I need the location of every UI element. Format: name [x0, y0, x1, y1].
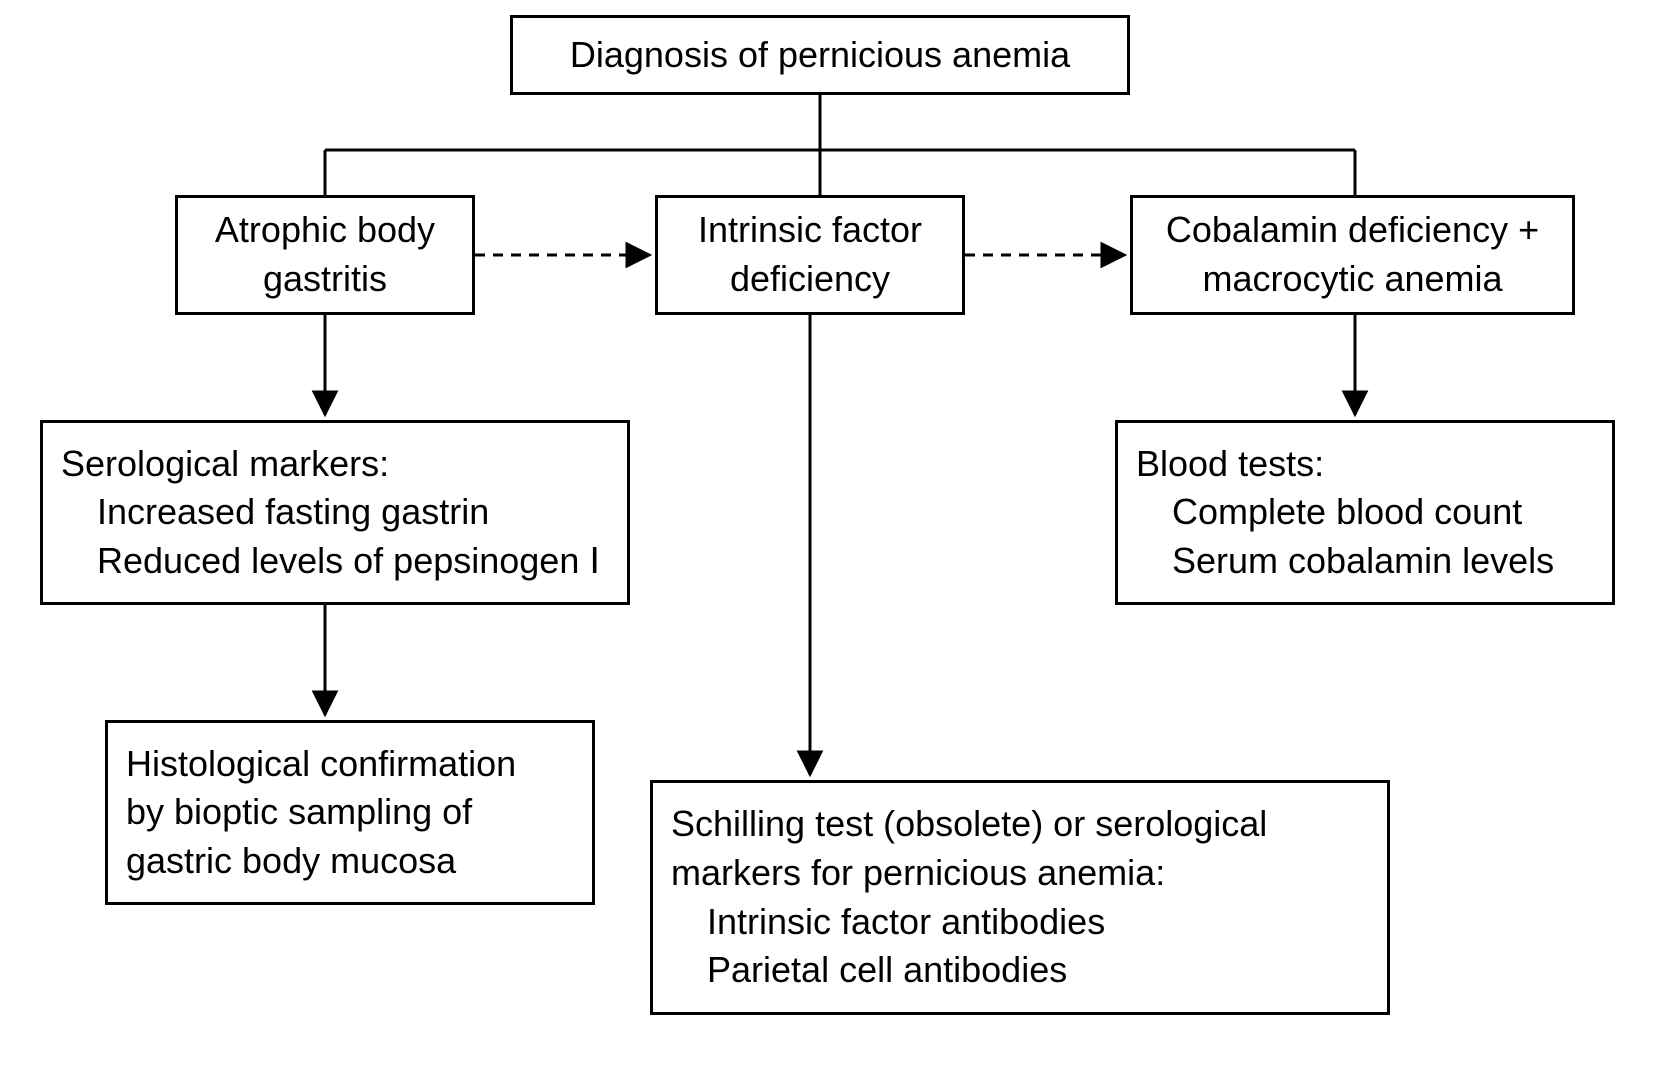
node-cobalamin-line2: macrocytic anemia: [1202, 255, 1502, 304]
node-cobalamin: Cobalamin deficiency + macrocytic anemia: [1130, 195, 1575, 315]
node-serological-item2: Reduced levels of pepsinogen Ⅰ: [61, 537, 600, 586]
node-bloodtests-item2: Serum cobalamin levels: [1136, 537, 1554, 586]
node-intrinsic-line1: Intrinsic factor: [698, 206, 922, 255]
node-bloodtests-heading: Blood tests:: [1136, 440, 1324, 489]
node-schilling: Schilling test (obsolete) or serological…: [650, 780, 1390, 1015]
node-serological-heading: Serological markers:: [61, 440, 389, 489]
node-intrinsic-line2: deficiency: [730, 255, 890, 304]
node-schilling-item1: Intrinsic factor antibodies: [671, 898, 1105, 947]
node-root: Diagnosis of pernicious anemia: [510, 15, 1130, 95]
node-histological: Histological confirmation by bioptic sam…: [105, 720, 595, 905]
node-bloodtests: Blood tests: Complete blood count Serum …: [1115, 420, 1615, 605]
node-schilling-item2: Parietal cell antibodies: [671, 946, 1067, 995]
node-atrophic-line2: gastritis: [263, 255, 387, 304]
node-serological-item1: Increased fasting gastrin: [61, 488, 489, 537]
node-histological-line1: Histological confirmation: [126, 740, 516, 789]
node-histological-line2: by bioptic sampling of: [126, 788, 472, 837]
node-schilling-heading-line1: Schilling test (obsolete) or serological: [671, 800, 1267, 849]
node-cobalamin-line1: Cobalamin deficiency +: [1166, 206, 1539, 255]
node-intrinsic: Intrinsic factor deficiency: [655, 195, 965, 315]
node-bloodtests-item1: Complete blood count: [1136, 488, 1522, 537]
node-serological: Serological markers: Increased fasting g…: [40, 420, 630, 605]
node-schilling-heading-line2: markers for pernicious anemia:: [671, 849, 1165, 898]
node-atrophic-line1: Atrophic body: [215, 206, 435, 255]
node-histological-line3: gastric body mucosa: [126, 837, 456, 886]
node-atrophic: Atrophic body gastritis: [175, 195, 475, 315]
node-root-text: Diagnosis of pernicious anemia: [570, 31, 1070, 80]
